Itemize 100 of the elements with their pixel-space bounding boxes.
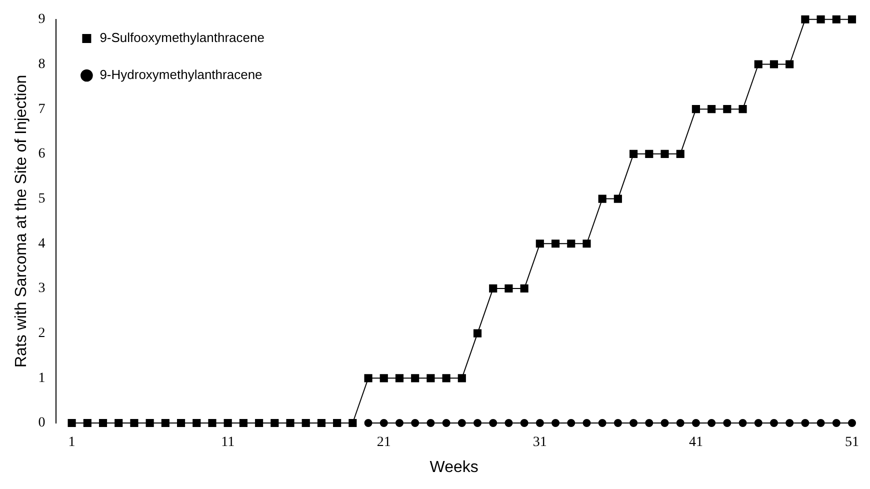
point	[770, 419, 778, 427]
point	[426, 374, 435, 382]
point	[676, 419, 684, 427]
point	[395, 419, 404, 427]
point	[395, 374, 404, 382]
point	[551, 240, 560, 248]
point	[83, 418, 92, 428]
legend-label: 9-Sulfooxymethylanthracene	[100, 30, 264, 46]
point	[552, 419, 560, 427]
point	[801, 419, 810, 427]
point	[630, 419, 638, 427]
point	[348, 418, 357, 428]
y-tick-label: 4	[38, 236, 46, 252]
point	[364, 374, 372, 382]
point	[848, 15, 856, 24]
point	[489, 284, 498, 292]
point	[816, 15, 825, 24]
point	[176, 418, 186, 428]
point	[442, 419, 450, 427]
point	[692, 105, 700, 114]
y-tick-label: 1	[38, 370, 46, 386]
point	[442, 374, 450, 382]
legend-label: 9-Hydroxymethylanthracene	[100, 67, 262, 82]
point	[660, 419, 669, 427]
point	[192, 418, 201, 428]
point	[474, 419, 482, 427]
point	[723, 105, 732, 114]
point	[754, 419, 762, 427]
point	[504, 419, 513, 427]
point	[723, 419, 732, 427]
point	[754, 60, 762, 68]
point	[848, 419, 856, 427]
point	[738, 105, 747, 114]
point	[255, 418, 264, 428]
point	[630, 150, 638, 158]
point	[770, 60, 778, 68]
x-tick-label: 41	[688, 435, 703, 450]
point	[364, 419, 372, 427]
y-tick-label: 9	[38, 12, 46, 28]
y-tick-label: 8	[38, 56, 46, 72]
point	[567, 240, 576, 248]
point	[270, 418, 279, 428]
point	[582, 240, 591, 248]
point	[816, 419, 825, 427]
point	[458, 419, 466, 427]
y-tick-label: 7	[38, 102, 46, 117]
point	[411, 374, 420, 382]
point	[676, 150, 684, 158]
point	[473, 329, 482, 338]
point	[458, 374, 466, 382]
point	[614, 419, 622, 427]
point	[489, 419, 498, 427]
point	[801, 15, 810, 24]
point	[302, 418, 310, 428]
y-tick-label: 5	[38, 191, 46, 206]
point	[598, 419, 606, 427]
point	[582, 419, 591, 427]
x-tick-label: 31	[532, 435, 547, 450]
point	[68, 418, 76, 428]
point	[146, 418, 154, 428]
x-tick-label: 11	[221, 435, 235, 450]
point	[786, 419, 794, 427]
point	[380, 374, 388, 382]
point	[832, 15, 840, 24]
x-tick-label: 21	[376, 435, 391, 450]
point	[598, 194, 606, 203]
y-tick-label: 3	[38, 281, 46, 296]
point	[504, 284, 513, 292]
point	[536, 419, 544, 427]
point	[708, 419, 716, 427]
point	[738, 419, 747, 427]
point	[286, 418, 294, 428]
point	[426, 419, 435, 427]
point	[614, 194, 622, 203]
point	[224, 418, 232, 428]
point	[786, 60, 794, 68]
point	[208, 418, 216, 428]
point	[239, 418, 248, 428]
y-tick-label: 0	[38, 416, 46, 431]
point	[114, 418, 123, 428]
point	[520, 284, 528, 292]
x-axis-title: Weeks	[430, 458, 478, 476]
point	[411, 419, 420, 427]
point	[645, 150, 654, 158]
point	[161, 418, 170, 428]
point	[832, 419, 840, 427]
point	[660, 150, 669, 158]
point	[536, 240, 544, 248]
point	[333, 418, 342, 428]
point	[130, 418, 138, 428]
point	[645, 419, 654, 427]
point	[520, 419, 528, 427]
point	[98, 418, 108, 428]
point	[317, 418, 326, 428]
point	[380, 419, 388, 427]
point	[708, 105, 716, 114]
y-tick-label: 2	[38, 326, 46, 341]
y-tick-label: 6	[38, 146, 46, 162]
y-axis-title: Rats with Sarcoma at the Site of Injection	[13, 74, 30, 368]
x-tick-label: 51	[845, 435, 859, 450]
